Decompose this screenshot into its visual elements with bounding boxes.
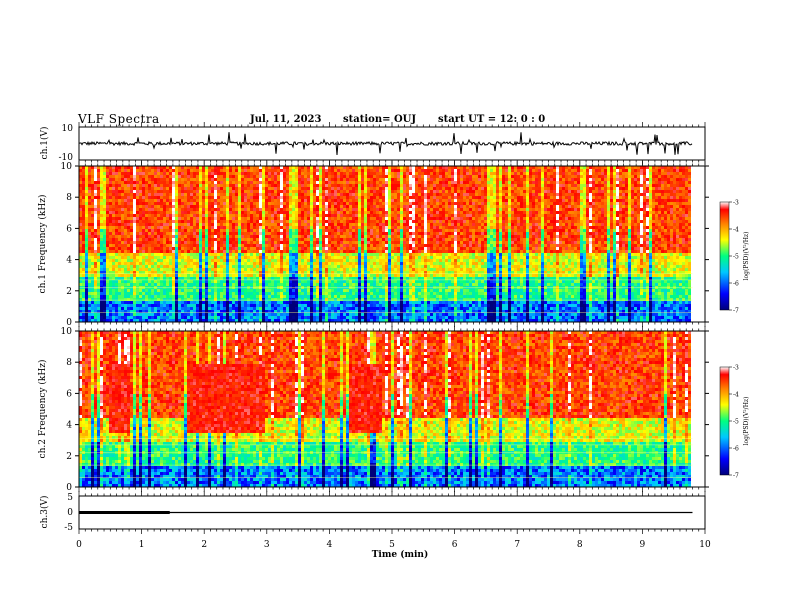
ch1-spectrogram-image xyxy=(79,166,705,322)
colorbar-tick-label: -5 xyxy=(733,419,739,426)
freq-tick-label: 8 xyxy=(66,358,72,368)
ch2-spectrogram-image xyxy=(79,331,705,487)
x-axis-labels: 0 1 2 3 4 5 6 7 8 9 10 xyxy=(76,540,711,550)
ch2-colorbar-label: log(PSD)(V²/Hz) xyxy=(743,397,750,446)
freq-tick-label: 6 xyxy=(66,389,72,399)
colorbar-tick-label: -3 xyxy=(733,200,739,207)
colorbar-tick-label: -4 xyxy=(733,392,739,399)
x-tick-label: 3 xyxy=(264,540,270,550)
x-tick-label: 8 xyxy=(577,540,583,550)
x-axis-title: Time (min) xyxy=(372,549,429,560)
ch1-ylabel: ch.1(V) xyxy=(39,127,50,160)
colorbar-tick-label: -4 xyxy=(733,227,739,234)
ch1-colorbar-ticks: -3 -4 -5 -6 -7 xyxy=(729,200,739,315)
colorbar-tick-label: -6 xyxy=(733,281,739,288)
ch3-ylabel: ch.3(V) xyxy=(39,496,50,529)
freq-tick-label: 2 xyxy=(66,287,72,297)
freq-tick-label: 8 xyxy=(66,193,72,203)
x-tick-label: 4 xyxy=(327,540,333,550)
colorbar-tick-label: -7 xyxy=(733,308,739,315)
x-tick-label: 9 xyxy=(640,540,646,550)
colorbar-tick-label: -5 xyxy=(733,254,739,261)
x-tick-label: 5 xyxy=(389,540,395,550)
ch1-ytick-top: 10 xyxy=(62,124,74,134)
colorbar-tick-label: -7 xyxy=(733,473,739,480)
ch3-ytick-mid: 0 xyxy=(67,508,73,518)
x-tick-label: 7 xyxy=(514,540,520,550)
ch1-freq-ylabel: ch.1 Frequency (kHz) xyxy=(37,195,48,294)
ch2-colorbar xyxy=(720,367,729,475)
ch2-freq-ylabel: ch.2 Frequency (kHz) xyxy=(37,360,48,459)
freq-tick-label: 4 xyxy=(66,421,72,431)
colorbar-tick-label: -6 xyxy=(733,446,739,453)
x-tick-label: 10 xyxy=(699,540,711,550)
ch3-ytick-bottom: -5 xyxy=(64,523,73,533)
ch1-colorbar xyxy=(720,202,729,310)
x-tick-label: 2 xyxy=(201,540,207,550)
ch3-ytick-top: 5 xyxy=(67,493,73,503)
x-tick-label: 0 xyxy=(76,540,82,550)
freq-tick-label: 6 xyxy=(66,224,72,234)
x-tick-label: 6 xyxy=(452,540,458,550)
freq-tick-label: 10 xyxy=(61,327,73,337)
ch1-colorbar-label: log(PSD)(V²/Hz) xyxy=(743,232,750,281)
ch2-colorbar-ticks: -3 -4 -5 -6 -7 xyxy=(729,365,739,480)
ch3-waveform-panel: ch.3(V) 5 0 -5 xyxy=(39,493,705,533)
freq-tick-label: 10 xyxy=(61,162,73,172)
freq-tick-label: 2 xyxy=(66,452,72,462)
colorbar-tick-label: -3 xyxy=(733,365,739,372)
freq-tick-label: 4 xyxy=(66,256,72,266)
ch1-waveform-panel: ch.1(V) 10 -10 xyxy=(39,124,705,163)
freq-tick-label: 0 xyxy=(66,483,72,493)
x-tick-label: 1 xyxy=(139,540,145,550)
